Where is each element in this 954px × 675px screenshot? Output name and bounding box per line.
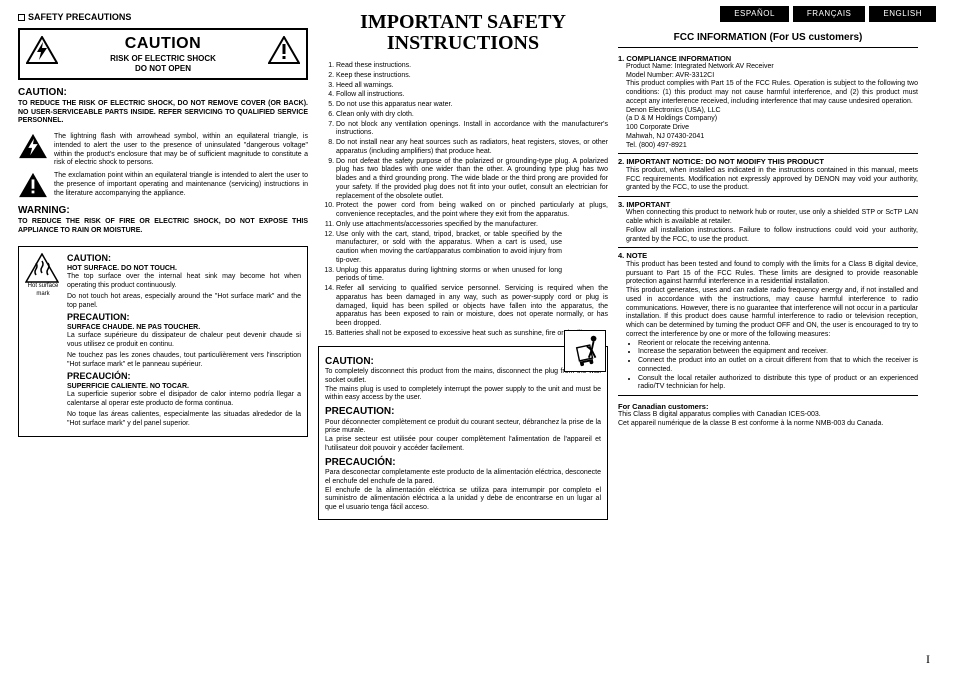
hot-es-sub: SUPERFICIE CALIENTE. NO TOCAR. [67, 383, 301, 392]
hot-es-p1: La superficie superior sobre el disipado… [67, 391, 301, 409]
fcc-s4-b4: Consult the local retailer authorized to… [638, 375, 918, 393]
column-safety-precautions: SAFETY PRECAUTIONS CAUTION RISK OF ELECT… [18, 12, 308, 642]
instruction-item: Read these instructions. [336, 62, 608, 71]
caution-sub2: DO NOT OPEN [20, 64, 306, 74]
exclamation-icon [18, 172, 48, 198]
section-title: SAFETY PRECAUTIONS [18, 12, 308, 23]
fcc-s2-h: 2. IMPORTANT NOTICE: DO NOT MODIFY THIS … [618, 157, 918, 166]
fcc-s1-p1: This product complies with Part 15 of th… [626, 80, 918, 106]
fcc-section-1: 1. COMPLIANCE INFORMATION Product Name: … [618, 51, 918, 155]
column-important-safety: IMPORTANT SAFETY INSTRUCTIONS Read these… [318, 12, 608, 642]
instruction-item: Refer all servicing to qualified service… [336, 285, 608, 329]
disc-fr-h: PRECAUTION: [325, 406, 601, 419]
bolt-triangle-icon [26, 36, 58, 64]
can-h: For Canadian customers: [618, 402, 918, 411]
instruction-item: Use only with the cart, stand, tripod, b… [336, 231, 608, 266]
bolt-icon [18, 133, 48, 168]
fcc-s1-l2: Model Number: AVR-3312CI [626, 72, 918, 81]
warning-heading: WARNING: [18, 205, 308, 218]
fcc-section-4: 4. NOTE This product has been tested and… [618, 248, 918, 396]
lang-tab-en[interactable]: ENGLISH [869, 6, 936, 22]
instruction-item: Heed all warnings. [336, 82, 608, 91]
hot-en-p2: Do not touch hot areas, especially aroun… [67, 293, 301, 311]
disc-es-h: PRECAUCIÓN: [325, 457, 601, 470]
fcc-s3-p1: When connecting this product to network … [626, 209, 918, 227]
fcc-s4-b1: Reorient or relocate the receiving anten… [638, 340, 918, 349]
fcc-s1-a3: 100 Corporate Drive [626, 124, 918, 133]
disc-en-p2: The mains plug is used to completely int… [325, 386, 601, 404]
instruction-item: Clean only with dry cloth. [336, 111, 608, 120]
fcc-s3-p2: Follow all installation instructions. Fa… [626, 227, 918, 245]
fcc-s4-b3: Connect the product into an outlet on a … [638, 357, 918, 375]
caution-heading: CAUTION: [18, 87, 308, 100]
language-tabs: ESPAÑOL FRANÇAIS ENGLISH [720, 6, 936, 22]
fcc-s1-l1: Product Name: Integrated Network AV Rece… [626, 63, 918, 72]
lang-tab-fr[interactable]: FRANÇAIS [793, 6, 865, 22]
bolt-description: The lightning flash with arrowhead symbo… [54, 133, 308, 168]
instruction-item: Follow all instructions. [336, 91, 608, 100]
fcc-s1-a2: (a D & M Holdings Company) [626, 115, 918, 124]
hot-fr-sub: SURFACE CHAUDE. NE PAS TOUCHER. [67, 324, 301, 333]
cart-tip-icon [564, 330, 606, 372]
disc-en-h: CAUTION: [325, 356, 601, 369]
main-title: IMPORTANT SAFETY INSTRUCTIONS [318, 12, 608, 54]
lang-tab-es[interactable]: ESPAÑOL [720, 6, 789, 22]
instruction-item: Do not block any ventilation openings. I… [336, 121, 608, 139]
hot-surface-label: Hot surface mark [25, 283, 61, 298]
hot-fr-p2: Ne touchez pas les zones chaudes, tout p… [67, 352, 301, 370]
fcc-section-3: 3. IMPORTANT When connecting this produc… [618, 197, 918, 248]
hot-en-heading: CAUTION: [67, 253, 301, 264]
page-number: I [926, 652, 930, 667]
column-fcc: FCC INFORMATION (For US customers) 1. CO… [618, 12, 918, 642]
disc-fr-p1: Pour déconnecter complètement ce produit… [325, 419, 601, 437]
fcc-s2-p: This product, when installed as indicate… [626, 167, 918, 193]
hot-es-p2: No toque las áreas calientes, especialme… [67, 411, 301, 429]
hot-fr-heading: PRECAUTION: [67, 312, 301, 323]
fcc-s3-h: 3. IMPORTANT [618, 200, 918, 209]
fcc-s4-p2: This product generates, uses and can rad… [626, 287, 918, 340]
fcc-s1-a1: Denon Electronics (USA), LLC [626, 107, 918, 116]
can-p1: This Class B digital apparatus complies … [618, 411, 918, 420]
fcc-s4-b2: Increase the separation between the equi… [638, 348, 918, 357]
instruction-item: Do not defeat the safety purpose of the … [336, 158, 608, 202]
exclamation-description: The exclamation point within an equilate… [54, 172, 308, 198]
hot-fr-p1: La surface supérieure du dissipateur de … [67, 332, 301, 350]
fcc-s4-p1: This product has been tested and found t… [626, 261, 918, 287]
instruction-item: Do not use this apparatus near water. [336, 101, 608, 110]
disc-es-p1: Para desconectar completamente este prod… [325, 469, 601, 487]
caution-sub1: RISK OF ELECTRIC SHOCK [20, 54, 306, 64]
fcc-s1-h: 1. COMPLIANCE INFORMATION [618, 54, 918, 63]
fcc-s4-h: 4. NOTE [618, 251, 918, 260]
warning-text: TO REDUCE THE RISK OF FIRE OR ELECTRIC S… [18, 218, 308, 236]
hot-es-heading: PRECAUCIÓN: [67, 371, 301, 382]
exclamation-triangle-icon [268, 36, 300, 64]
disc-fr-p2: La prise secteur est utilisée pour coupe… [325, 436, 601, 454]
instruction-list: Read these instructions.Keep these instr… [318, 62, 608, 339]
hot-surface-box: Hot surface mark CAUTION: HOT SURFACE. D… [18, 246, 308, 437]
instruction-item: Do not install near any heat sources suc… [336, 139, 608, 157]
instruction-item: Unplug this apparatus during lightning s… [336, 267, 608, 285]
caution-text: TO REDUCE THE RISK OF ELECTRIC SHOCK, DO… [18, 100, 308, 126]
disc-es-p2: El enchufe de la alimentación eléctrica … [325, 487, 601, 513]
hot-en-p1: The top surface over the internal heat s… [67, 273, 301, 291]
fcc-section-2: 2. IMPORTANT NOTICE: DO NOT MODIFY THIS … [618, 154, 918, 197]
canadian-section: For Canadian customers: This Class B dig… [618, 402, 918, 429]
disc-en-p1: To completely disconnect this product fr… [325, 368, 601, 386]
caution-title: CAUTION [20, 34, 306, 54]
fcc-title: FCC INFORMATION (For US customers) [618, 32, 918, 48]
hot-en-sub: HOT SURFACE. DO NOT TOUCH. [67, 265, 301, 274]
instruction-item: Keep these instructions. [336, 72, 608, 81]
caution-block: CAUTION RISK OF ELECTRIC SHOCK DO NOT OP… [18, 28, 308, 80]
fcc-s1-a5: Tel. (800) 497-8921 [626, 142, 918, 151]
hot-surface-icon [25, 253, 59, 283]
fcc-s1-a4: Mahwah, NJ 07430-2041 [626, 133, 918, 142]
instruction-item: Only use attachments/accessories specifi… [336, 221, 608, 230]
instruction-item: Protect the power cord from being walked… [336, 202, 608, 220]
can-p2: Cet appareil numérique de la classe B es… [618, 420, 918, 429]
